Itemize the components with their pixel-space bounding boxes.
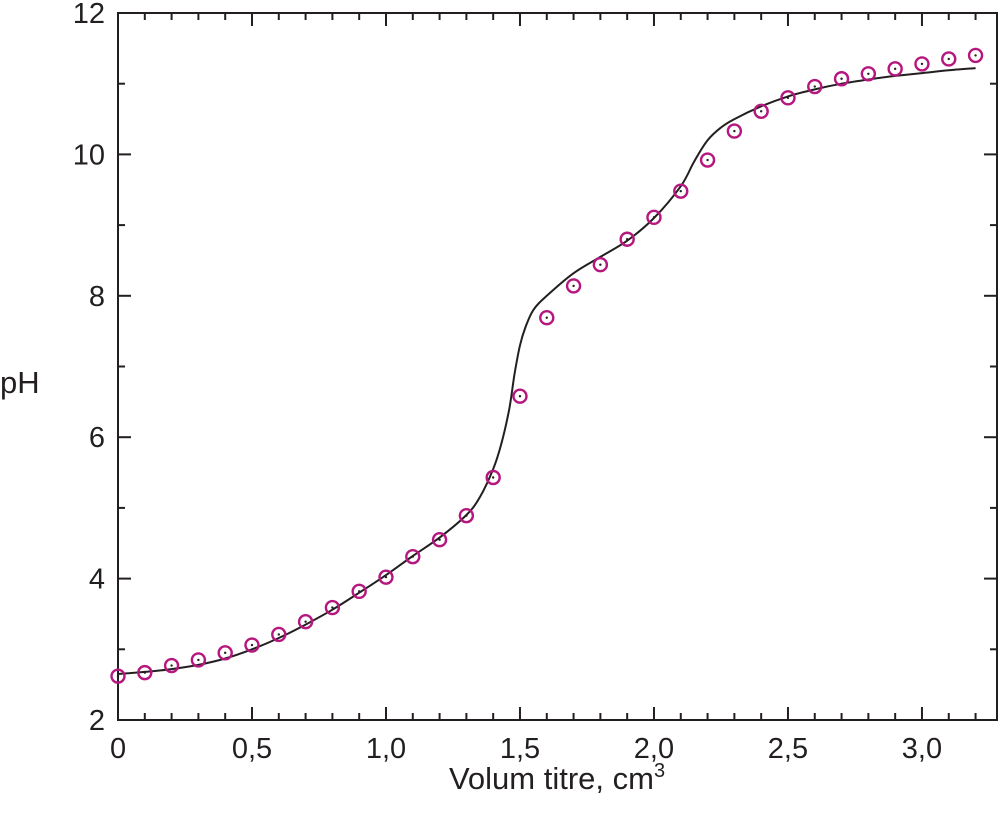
- data-point: [699, 152, 716, 168]
- data-point: [458, 507, 475, 524]
- data-point-center: [143, 671, 146, 674]
- x-axis-title-text: Volum titre, cm: [449, 761, 654, 796]
- data-point-center: [250, 643, 254, 647]
- data-point-center: [277, 633, 280, 636]
- x-axis-title-superscript: 3: [654, 760, 665, 782]
- fit-curve-line: [117, 67, 976, 675]
- data-point: [887, 61, 903, 77]
- data-point-center: [893, 67, 897, 71]
- x-tick-label: 0: [110, 733, 126, 765]
- data-point-center: [331, 606, 334, 609]
- data-point-center: [947, 57, 950, 61]
- data-point: [405, 548, 421, 565]
- data-point: [351, 583, 367, 600]
- data-point: [324, 599, 341, 616]
- data-point: [967, 47, 984, 64]
- data-point-center: [733, 129, 736, 133]
- x-tick-label: 2,5: [768, 733, 808, 765]
- data-point-center: [223, 651, 227, 655]
- data-point-center: [786, 96, 790, 100]
- data-point: [833, 71, 850, 87]
- data-point-center: [920, 62, 924, 66]
- data-point-center: [357, 590, 361, 593]
- data-point-center: [197, 658, 200, 662]
- data-point-center: [974, 54, 977, 57]
- data-point: [217, 645, 233, 661]
- y-tick-label: 10: [73, 139, 105, 171]
- data-point: [565, 278, 582, 294]
- x-tick-label: 1,5: [500, 733, 540, 765]
- data-point-center: [759, 110, 763, 113]
- data-point: [431, 532, 448, 548]
- data-point: [726, 123, 743, 139]
- data-point-center: [867, 72, 870, 76]
- x-tick-label: 1,0: [366, 733, 406, 765]
- data-point: [378, 569, 394, 585]
- y-tick-label: 8: [89, 281, 105, 313]
- data-point: [646, 209, 662, 226]
- data-point: [137, 664, 153, 681]
- data-point: [539, 310, 555, 326]
- data-point: [244, 637, 260, 653]
- x-tick-label: 3,0: [902, 733, 942, 765]
- data-point-center: [170, 664, 173, 667]
- data-point: [485, 469, 501, 486]
- data-point-center: [438, 538, 441, 541]
- data-point: [673, 183, 689, 199]
- data-point: [807, 78, 823, 95]
- x-axis-title: Volum titre, cm3: [449, 760, 665, 796]
- data-point: [110, 668, 126, 684]
- tick-labels: 0 0,5 1,0 1,5 2,0 2,5 3,0 2 4 6 8 10 12: [73, 0, 942, 765]
- data-point-center: [304, 620, 307, 623]
- y-tick-label: 4: [89, 564, 105, 596]
- data-point-center: [411, 555, 414, 558]
- data-point-center: [625, 238, 629, 241]
- data-point: [860, 66, 877, 82]
- axis-ticks: [117, 12, 997, 721]
- y-tick-label: 2: [89, 705, 105, 737]
- data-point: [941, 51, 957, 67]
- data-point: [619, 231, 635, 247]
- data-point-center: [116, 674, 120, 678]
- data-point-center: [545, 316, 548, 319]
- y-tick-label: 12: [73, 0, 105, 30]
- data-point-center: [465, 514, 468, 517]
- data-point: [592, 256, 609, 273]
- data-point-center: [572, 284, 575, 288]
- data-point-center: [706, 158, 709, 162]
- data-point: [914, 56, 930, 72]
- x-tick-label: 2,0: [634, 733, 674, 765]
- data-point-center: [652, 216, 656, 219]
- data-point-center: [840, 77, 843, 80]
- data-point: [297, 614, 314, 630]
- plot-frame: [117, 12, 998, 721]
- data-point-center: [384, 575, 388, 579]
- data-point-center: [518, 394, 522, 398]
- data-point: [271, 626, 287, 643]
- data-point: [190, 652, 207, 668]
- y-axis-title: pH: [0, 365, 40, 400]
- data-point: [753, 103, 769, 119]
- data-point: [163, 657, 180, 674]
- series-layer: [110, 47, 984, 684]
- data-point-center: [491, 476, 495, 479]
- data-point-center: [813, 85, 816, 88]
- x-tick-label: 0,5: [232, 733, 272, 765]
- y-tick-label: 6: [89, 422, 105, 454]
- data-point-center: [599, 263, 602, 266]
- data-point: [512, 388, 528, 404]
- data-point: [780, 90, 796, 106]
- data-point-center: [679, 189, 682, 193]
